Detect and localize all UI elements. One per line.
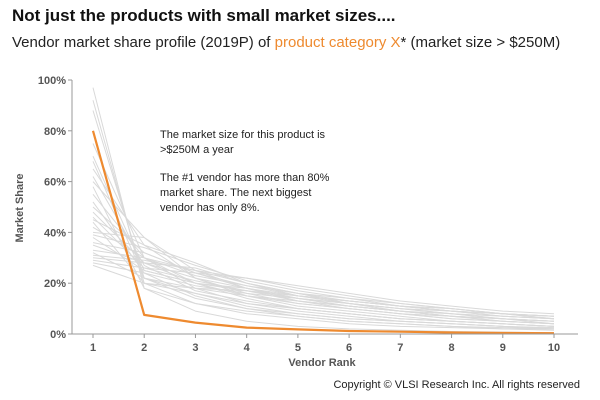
background-series-line — [92, 186, 554, 330]
x-tick-label: 5 — [295, 342, 301, 354]
market-size-annotation: The market size for this product is >$25… — [160, 129, 326, 156]
background-series-line — [92, 262, 555, 317]
background-series-line — [92, 231, 555, 325]
background-series-line — [92, 254, 555, 315]
x-tick-label: 3 — [192, 342, 198, 354]
background-series-line — [92, 100, 555, 331]
tick-labels-group: 0% 20% 40% 60% 80% 100% 1 2 3 4 5 6 7 8 9 10 — [38, 75, 560, 354]
x-tick-label: 7 — [397, 342, 403, 354]
x-tick-label: 8 — [448, 342, 454, 354]
chart-subtitle: Vendor market share profile (2019P) of p… — [12, 34, 560, 51]
x-tick-label: 6 — [346, 342, 352, 354]
background-series-line — [92, 176, 555, 327]
x-axis-title: Vendor Rank — [288, 357, 356, 369]
y-tick-label: 80% — [44, 126, 66, 138]
chart-headline: Not just the products with small market … — [12, 6, 396, 25]
background-series-line — [92, 161, 555, 330]
x-tick-label: 10 — [548, 342, 560, 354]
subtitle-highlight: product category X — [274, 34, 401, 51]
y-tick-label: 100% — [38, 75, 66, 87]
background-series-line — [92, 201, 555, 330]
x-tick-label: 2 — [141, 342, 147, 354]
y-tick-label: 0% — [50, 329, 66, 341]
y-tick-label: 60% — [44, 177, 66, 189]
highlighted-series-group — [91, 130, 555, 335]
background-series-line — [92, 211, 555, 325]
vendor-share-annotation: The #1 vendor has more than 80% market s… — [160, 172, 330, 214]
highlighted-series-line — [91, 130, 555, 335]
x-tick-label: 4 — [244, 342, 251, 354]
y-tick-label: 40% — [44, 227, 66, 239]
x-tick-label: 9 — [500, 342, 506, 354]
y-tick-label: 20% — [44, 278, 66, 290]
subtitle-prefix: Vendor market share profile (2019P) of — [12, 34, 275, 51]
copyright-notice: Copyright © VLSI Research Inc. All right… — [333, 379, 580, 391]
y-axis-title: Market Share — [14, 173, 26, 242]
axes-group — [68, 79, 578, 338]
background-series-line — [92, 216, 555, 322]
background-series-line — [92, 234, 555, 320]
subtitle-suffix: * (market size > $250M) — [400, 34, 561, 51]
background-series-group — [92, 87, 555, 334]
background-series-line — [92, 219, 555, 325]
x-tick-label: 1 — [90, 342, 96, 354]
